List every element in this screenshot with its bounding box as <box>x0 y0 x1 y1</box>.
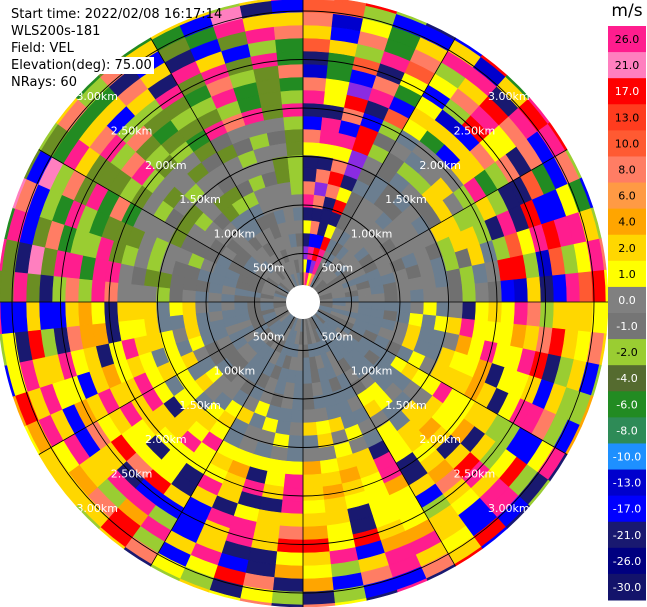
colorbar-tick-label: 8.0 <box>618 164 636 177</box>
colorbar-tick-label: 6.0 <box>618 190 636 203</box>
colorbar-tick-label: 13.0 <box>615 111 640 124</box>
colorbar-tick-label: -21.0 <box>613 529 641 542</box>
colorbar-tick-label: 21.0 <box>615 59 640 72</box>
velocity-bins <box>0 0 609 607</box>
colorbar-tick-label: -13.0 <box>613 477 641 490</box>
colorbar-tick-label: 2.0 <box>618 242 636 255</box>
colorbar-label: m/s <box>611 1 642 21</box>
colorbar-tick-label: -4.0 <box>616 372 637 385</box>
colorbar-tick-label: -2.0 <box>616 346 637 359</box>
velocity-bin <box>302 603 336 607</box>
colorbar-tick-label: -30.0 <box>613 581 641 594</box>
velocity-bin <box>0 269 2 303</box>
colorbar-tick-label: -8.0 <box>616 424 637 437</box>
colorbar-tick-label: -26.0 <box>613 555 641 568</box>
colorbar-tick-label: 10.0 <box>615 137 640 150</box>
colorbar-tick-label: 4.0 <box>618 216 636 229</box>
colorbar-tick-label: 26.0 <box>615 33 640 46</box>
colorbar-tick-label: -1.0 <box>616 320 637 333</box>
colorbar-tick-label: -10.0 <box>613 451 641 464</box>
colorbar-tick-label: -17.0 <box>613 503 641 516</box>
colorbar-tick-label: 17.0 <box>615 85 640 98</box>
velocity-bin <box>0 333 7 366</box>
colorbar-tick-label: -6.0 <box>616 398 637 411</box>
velocity-bin <box>323 0 336 1</box>
colorbar-tick-label: 0.0 <box>618 294 636 307</box>
colorbar-tick-label: 1.0 <box>618 268 636 281</box>
velocity-bin <box>0 301 2 335</box>
